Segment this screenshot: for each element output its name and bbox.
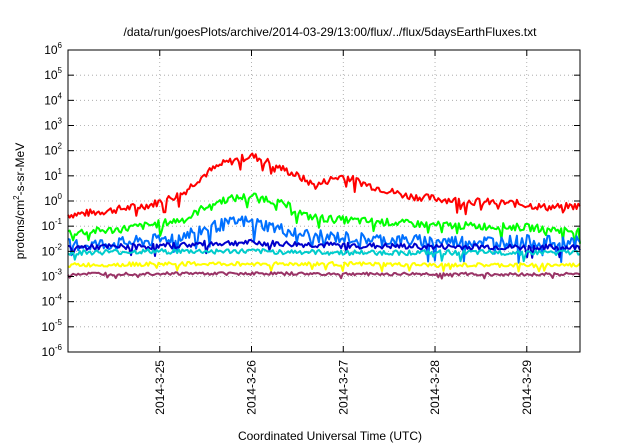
- x-tick-label: 2014-3-28: [428, 360, 442, 415]
- series-line-2: [67, 192, 581, 245]
- y-tick-label: 103: [44, 117, 62, 133]
- x-tick-label: 2014-3-27: [336, 360, 350, 415]
- y-tick-label: 104: [44, 91, 62, 107]
- y-axis-label: protons/cm2-s-sr-MeV: [12, 143, 27, 259]
- y-tick-label: 10-2: [42, 242, 63, 258]
- y-tick-label: 102: [44, 142, 62, 158]
- series-line-1: [67, 152, 581, 219]
- x-tick-label: 2014-3-29: [520, 360, 534, 415]
- y-tick-label: 106: [44, 41, 62, 57]
- series-group: [67, 152, 581, 280]
- y-tick-label: 10-1: [42, 217, 63, 233]
- y-tick-label: 10-3: [42, 268, 63, 284]
- y-tick-label: 100: [44, 192, 62, 208]
- chart-title: /data/run/goesPlots/archive/2014-03-29/1…: [124, 25, 538, 39]
- y-tick-label: 10-6: [42, 343, 63, 359]
- series-line-7: [67, 271, 581, 280]
- y-tick-label: 105: [44, 66, 62, 82]
- y-axis-ticks: 106 105 104 103 102 101 100 10-1 10-2 10-3 10-4 10-…: [42, 41, 580, 359]
- x-tick-label: 2014-3-25: [153, 360, 167, 415]
- y-tick-label: 10-5: [42, 318, 63, 334]
- y-tick-label: 10-4: [42, 293, 63, 309]
- x-tick-label: 2014-3-26: [245, 360, 259, 415]
- series-line-4: [67, 238, 581, 259]
- x-axis-ticks: 2014-3-25 2014-3-26 2014-3-27 2014-3-28 2014…: [153, 50, 534, 415]
- series-line-6: [67, 260, 581, 273]
- x-axis-label: Coordinated Universal Time (UTC): [238, 429, 422, 443]
- series-line-5: [67, 248, 581, 263]
- y-tick-label: 101: [44, 167, 62, 183]
- grid-lines: [68, 50, 580, 352]
